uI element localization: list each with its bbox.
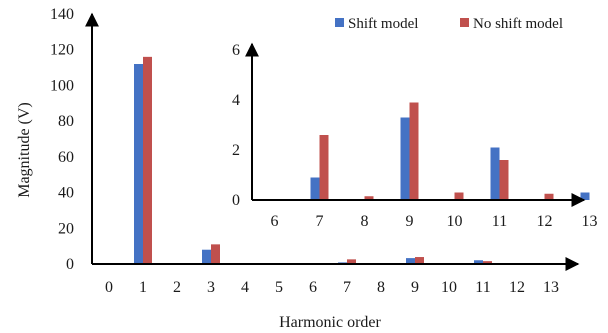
inset-bar-shift-model-h11: [490, 147, 500, 200]
inset-x-tick-11: 11: [492, 213, 507, 230]
main-y-tick-40: 40: [58, 185, 74, 202]
inset-y-tick-2: 2: [232, 142, 240, 159]
main-y-tick-labels: 0 20 40 60 80 100 120 140: [50, 6, 74, 273]
main-x-tick-2: 2: [173, 279, 181, 296]
main-bar-shift-model-h9: [406, 258, 415, 264]
main-bar-no-shift-model-h3: [211, 244, 220, 264]
main-y-tick-140: 140: [50, 6, 74, 23]
y-axis-title: Magnitude (V): [16, 102, 33, 198]
inset-bar-shift-model-h13: [580, 192, 590, 200]
main-x-tick-5: 5: [275, 279, 283, 296]
inset-x-tick-6: 6: [271, 213, 279, 230]
main-x-tick-6: 6: [309, 279, 317, 296]
inset-x-tick-9: 9: [406, 213, 414, 230]
x-axis-title: Harmonic order: [279, 314, 381, 331]
main-bar-shift-model-h3: [202, 249, 211, 264]
inset-x-tick-10: 10: [447, 213, 463, 230]
inset-bar-no-shift-model-h11: [499, 160, 509, 200]
main-x-tick-12: 12: [509, 279, 525, 296]
legend: Shift model No shift model: [335, 16, 563, 32]
main-bar-shift-model-h1: [134, 64, 143, 264]
inset-y-tick-6: 6: [232, 42, 240, 59]
inset-bar-shift-model-h7: [310, 177, 320, 200]
inset-y-tick-labels: 0 2 4 6: [232, 42, 240, 209]
main-x-tick-9: 9: [411, 279, 419, 296]
legend-swatch-no-shift-model: [460, 18, 469, 27]
inset-bar-no-shift-model-h9: [409, 102, 419, 200]
inset-x-tick-13: 13: [582, 213, 598, 230]
main-x-tick-4: 4: [241, 279, 249, 296]
main-y-tick-80: 80: [58, 113, 74, 130]
main-y-tick-60: 60: [58, 149, 74, 166]
inset-bar-no-shift-model-h12: [544, 193, 554, 200]
inset-x-tick-7: 7: [316, 213, 324, 230]
main-bar-no-shift-model-h7: [347, 259, 356, 264]
main-x-tick-10: 10: [441, 279, 457, 296]
main-x-tick-1: 1: [139, 279, 147, 296]
inset-bar-no-shift-model-h10: [454, 192, 464, 200]
main-bar-no-shift-model-h11: [483, 261, 492, 264]
main-y-tick-20: 20: [58, 220, 74, 237]
inset-bar-no-shift-model-h7: [319, 135, 329, 200]
main-x-tick-13: 13: [543, 279, 559, 296]
inset-x-tick-12: 12: [537, 213, 553, 230]
main-bar-no-shift-model-h9: [415, 257, 424, 264]
main-bar-shift-model-h11: [474, 260, 483, 264]
main-x-tick-labels: 0 1 2 3 4 5 6 7 8 9 10 11 12 13: [105, 279, 559, 296]
inset-bar-no-shift-model-h8: [364, 196, 374, 200]
inset-x-tick-8: 8: [361, 213, 369, 230]
main-y-tick-120: 120: [50, 42, 74, 59]
main-x-tick-0: 0: [105, 279, 113, 296]
main-x-tick-8: 8: [377, 279, 385, 296]
main-y-tick-100: 100: [50, 77, 74, 94]
legend-label-no-shift-model: No shift model: [473, 16, 563, 32]
inset-x-tick-labels: 6 7 8 9 10 11 12 13: [271, 213, 598, 230]
legend-swatch-shift-model: [335, 18, 344, 27]
inset-y-tick-4: 4: [232, 92, 240, 109]
main-y-tick-0: 0: [66, 256, 74, 273]
main-x-tick-11: 11: [475, 279, 490, 296]
main-bar-no-shift-model-h1: [143, 56, 152, 264]
main-x-tick-7: 7: [343, 279, 351, 296]
legend-label-shift-model: Shift model: [348, 16, 418, 32]
inset-y-tick-0: 0: [232, 192, 240, 209]
main-x-tick-3: 3: [207, 279, 215, 296]
inset-bar-shift-model-h9: [400, 117, 410, 200]
